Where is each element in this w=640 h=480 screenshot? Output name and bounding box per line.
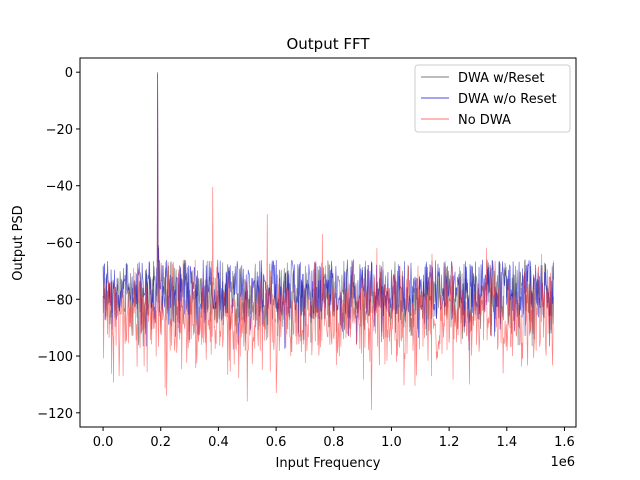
y-tick-label: 0: [65, 66, 73, 81]
x-tick-label: 0.0: [93, 435, 114, 450]
x-tick-label: 1.6: [554, 435, 575, 450]
y-tick-label: −100: [37, 350, 73, 365]
x-tick-label: 0.2: [150, 435, 171, 450]
chart-title: Output FFT: [286, 35, 370, 53]
x-tick-label: 1.4: [496, 435, 517, 450]
x-tick-label: 0.4: [208, 435, 229, 450]
legend: DWA w/Reset DWA w/o Reset No DWA: [414, 64, 571, 133]
x-axis-label: Input Frequency: [276, 456, 381, 471]
legend-entry-label: DWA w/Reset: [458, 71, 545, 86]
series-line-3: [102, 72, 554, 410]
x-axis-offset-label: 1e6: [550, 455, 575, 470]
legend-entry-label: DWA w/o Reset: [458, 92, 557, 107]
legend-box: [414, 64, 571, 133]
series-layer: [102, 72, 554, 410]
y-tick-label: −20: [46, 123, 73, 138]
x-axis: 0.0 0.2 0.4 0.6 0.8 1.0 1.2 1.4 1.6: [93, 427, 575, 450]
x-tick-label: 1.2: [439, 435, 460, 450]
y-tick-label: −40: [46, 180, 73, 195]
x-tick-label: 1.0: [381, 435, 402, 450]
y-tick-label: −120: [37, 407, 73, 422]
legend-entry-label: No DWA: [458, 113, 511, 128]
y-tick-label: −60: [46, 237, 73, 252]
plot-area: [102, 72, 554, 410]
x-tick-label: 0.8: [323, 435, 344, 450]
y-tick-label: −80: [46, 293, 73, 308]
y-axis: 0 −20 −40 −60 −80 −100 −120: [37, 66, 80, 422]
y-axis-label: Output PSD: [11, 205, 26, 280]
x-tick-label: 0.6: [266, 435, 287, 450]
